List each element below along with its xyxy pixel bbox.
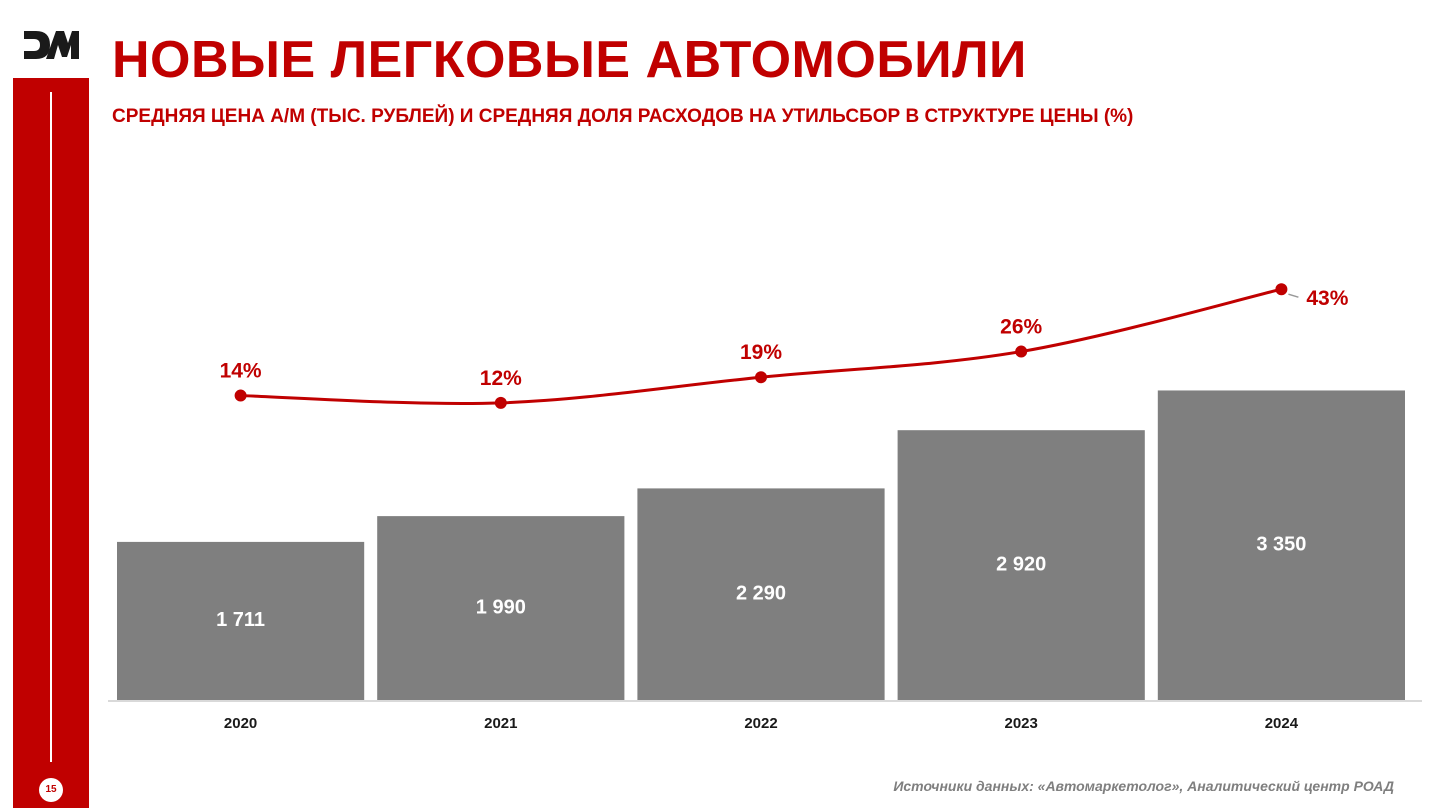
x-tick-label: 2024 bbox=[1265, 715, 1299, 732]
x-tick-label: 2022 bbox=[744, 715, 777, 732]
x-tick-label: 2021 bbox=[484, 715, 517, 732]
bar-2022 bbox=[637, 488, 885, 700]
label-leader-line bbox=[1288, 293, 1299, 298]
x-tick-label: 2020 bbox=[224, 715, 257, 732]
bar-value-label: 1 711 bbox=[216, 609, 265, 631]
share-point-2022 bbox=[755, 371, 767, 384]
page-title: НОВЫЕ ЛЕГКОВЫЕ АВТОМОБИЛИ bbox=[112, 31, 1027, 89]
share-point-2024 bbox=[1275, 283, 1288, 296]
share-point-2021 bbox=[494, 396, 507, 409]
chart-subtitle: СРЕДНЯЯ ЦЕНА А/М (ТЫС. РУБЛЕЙ) И СРЕДНЯЯ… bbox=[112, 106, 1134, 127]
share-point-2020 bbox=[234, 389, 247, 402]
share-value-label: 12% bbox=[480, 367, 522, 390]
bar-2020 bbox=[117, 541, 365, 700]
bar-value-label: 1 990 bbox=[476, 596, 526, 618]
share-value-label: 43% bbox=[1306, 287, 1348, 310]
share-value-label: 26% bbox=[1000, 316, 1042, 339]
share-value-label: 14% bbox=[220, 360, 262, 383]
sidebar-divider bbox=[50, 92, 52, 762]
page-number: 15 bbox=[39, 778, 63, 802]
x-tick-label: 2023 bbox=[1005, 715, 1038, 732]
share-point-2023 bbox=[1015, 345, 1028, 358]
source-note: Источники данных: «Автомаркетолог», Анал… bbox=[893, 778, 1394, 794]
bar-2023 bbox=[897, 430, 1145, 700]
bar-value-label: 3 350 bbox=[1256, 534, 1306, 556]
bar-value-label: 2 290 bbox=[736, 582, 786, 604]
bar-value-label: 2 920 bbox=[996, 553, 1046, 575]
bar-2021 bbox=[377, 516, 625, 700]
logo bbox=[13, 12, 89, 78]
dm-logo-icon bbox=[24, 31, 79, 59]
share-value-label: 19% bbox=[740, 341, 782, 364]
bar-2024 bbox=[1157, 390, 1405, 700]
